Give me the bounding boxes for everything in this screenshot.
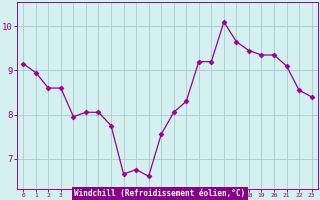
Text: Windchill (Refroidissement éolien,°C): Windchill (Refroidissement éolien,°C) — [75, 189, 245, 198]
